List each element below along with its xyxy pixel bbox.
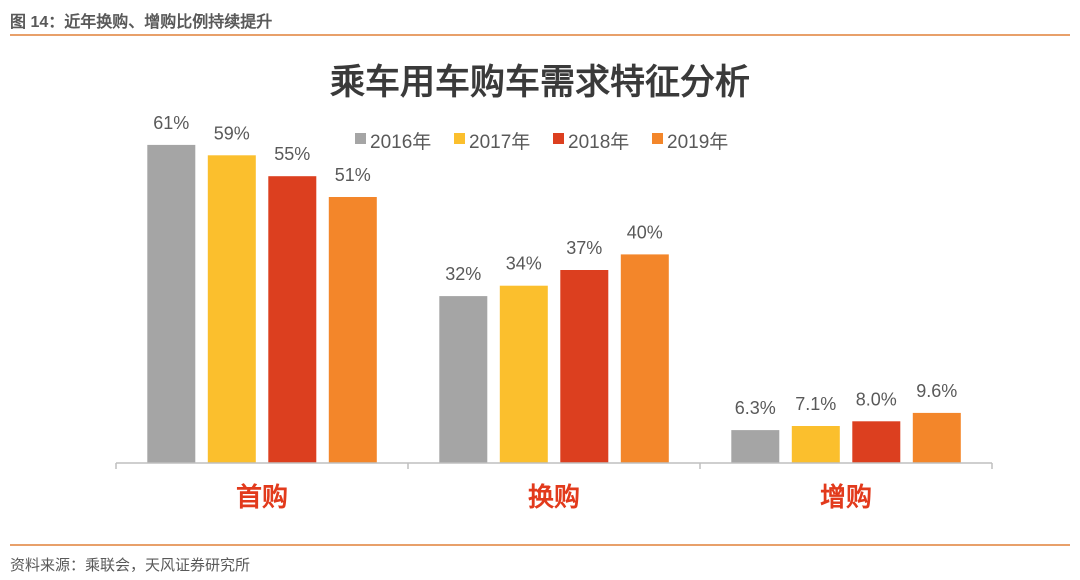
data-label: 59%: [214, 123, 250, 143]
chart-legend: 2016年 2017年 2018年 2019年: [355, 131, 728, 153]
legend-swatch: [355, 133, 366, 144]
legend-label: 2016年: [370, 131, 431, 153]
data-label: 6.3%: [735, 398, 776, 418]
top-divider: [10, 34, 1070, 36]
data-label: 8.0%: [856, 389, 897, 409]
bar-chart: 乘车用车购车需求特征分析 2016年 2017年 2018年 2019年 61% 59%…: [115, 63, 993, 512]
bar: [328, 197, 377, 463]
category-label: 换购: [528, 482, 580, 512]
data-label: 9.6%: [916, 381, 957, 401]
legend-label: 2017年: [469, 131, 530, 153]
legend-label: 2019年: [667, 131, 728, 153]
bar: [620, 254, 669, 463]
bar: [439, 296, 488, 463]
bar: [560, 270, 609, 463]
x-axis-ticks: [115, 463, 993, 469]
bar: [207, 155, 256, 464]
figure-caption: 图 14：近年换购、增购比例持续提升: [10, 14, 273, 31]
data-label: 32%: [445, 264, 481, 284]
bar: [499, 285, 548, 463]
bar: [791, 426, 840, 463]
bar: [912, 412, 961, 463]
category-label: 首购: [236, 482, 288, 512]
value-labels: 61% 59% 55% 51% 32% 34% 37% 40% 6.3% 7.1% 8.0% 9.6%: [153, 113, 957, 418]
bar: [731, 430, 780, 463]
data-label: 40%: [627, 222, 663, 242]
legend-swatch: [454, 133, 465, 144]
data-label: 61%: [153, 113, 189, 133]
source-note: 资料来源：乘联会，天风证券研究所: [10, 557, 251, 574]
data-label: 34%: [506, 254, 542, 274]
bottom-divider: [10, 544, 1070, 546]
chart-title: 乘车用车购车需求特征分析: [330, 63, 750, 102]
data-label: 37%: [566, 238, 602, 258]
bar: [852, 421, 901, 463]
legend-label: 2018年: [568, 131, 629, 153]
bar: [147, 144, 196, 463]
category-labels: 首购 换购 增购: [236, 482, 872, 512]
data-label: 7.1%: [795, 394, 836, 414]
bar: [268, 176, 317, 463]
bar-group: [147, 144, 961, 464]
data-label: 51%: [335, 165, 371, 185]
legend-swatch: [553, 133, 564, 144]
data-label: 55%: [274, 144, 310, 164]
category-label: 增购: [820, 482, 872, 512]
legend-swatch: [652, 133, 663, 144]
